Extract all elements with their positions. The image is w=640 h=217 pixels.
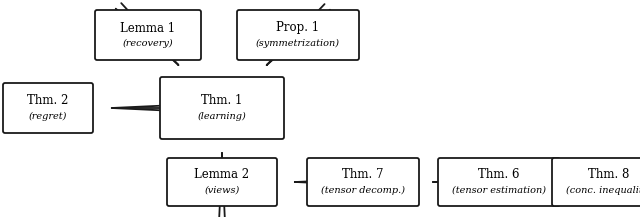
Text: (recovery): (recovery) bbox=[123, 38, 173, 48]
Text: Prop. 1: Prop. 1 bbox=[276, 21, 319, 35]
FancyBboxPatch shape bbox=[3, 83, 93, 133]
Text: Lemma 2: Lemma 2 bbox=[195, 168, 250, 181]
FancyBboxPatch shape bbox=[552, 158, 640, 206]
Text: (tensor decomp.): (tensor decomp.) bbox=[321, 186, 405, 195]
Text: (tensor estimation): (tensor estimation) bbox=[452, 186, 546, 194]
Text: (learning): (learning) bbox=[198, 112, 246, 121]
Text: Thm. 6: Thm. 6 bbox=[478, 168, 520, 181]
Text: (regret): (regret) bbox=[29, 112, 67, 121]
Text: Lemma 1: Lemma 1 bbox=[120, 21, 175, 35]
Text: (conc. inequality): (conc. inequality) bbox=[566, 186, 640, 195]
Text: Thm. 7: Thm. 7 bbox=[342, 168, 384, 181]
FancyBboxPatch shape bbox=[307, 158, 419, 206]
FancyBboxPatch shape bbox=[95, 10, 201, 60]
Text: Thm. 2: Thm. 2 bbox=[28, 94, 68, 107]
FancyBboxPatch shape bbox=[438, 158, 560, 206]
Text: Thm. 8: Thm. 8 bbox=[588, 168, 630, 181]
FancyBboxPatch shape bbox=[167, 158, 277, 206]
FancyBboxPatch shape bbox=[237, 10, 359, 60]
Text: (views): (views) bbox=[204, 186, 239, 194]
FancyBboxPatch shape bbox=[160, 77, 284, 139]
Text: (symmetrization): (symmetrization) bbox=[256, 38, 340, 48]
Text: Thm. 1: Thm. 1 bbox=[202, 94, 243, 107]
